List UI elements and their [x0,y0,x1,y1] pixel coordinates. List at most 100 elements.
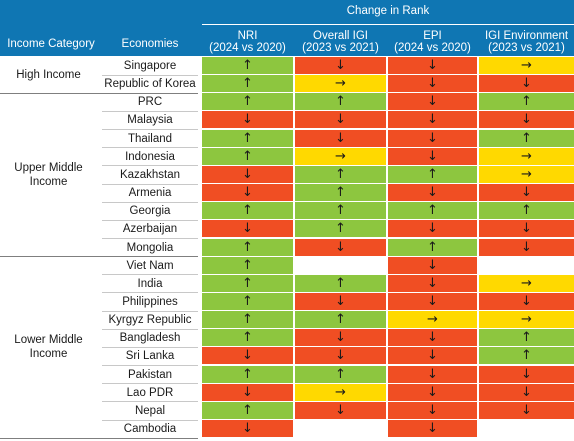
rank-change-cell: → [295,75,386,93]
header-group-rule [202,24,574,25]
rank-change-cell: ↓ [479,383,574,401]
economy-name: Republic of Korea [104,78,196,91]
header-group-label: Change in Rank [346,5,430,17]
row-divider [102,183,198,185]
rank-change-cell: → [479,311,574,329]
rank-change-cell: → [295,383,386,401]
rank-change-cell: ↑ [202,75,293,93]
rank-change-cell: ↓ [295,347,386,365]
income-category-label: High Income [16,69,81,82]
rank-change-cell: ↑ [479,202,574,220]
rank-change-cell: ↑ [202,256,293,274]
rank-change-cell: ↑ [295,184,386,202]
rank-change-cell: ↓ [388,401,477,419]
rank-change-cell: ↑ [295,274,386,292]
rank-change-cell: → [479,274,574,292]
row-divider [102,419,198,421]
rank-change-cell: ↓ [202,165,293,183]
rank-change-cell: ↓ [388,111,477,129]
row-divider [102,219,198,221]
rank-change-cell: ↑ [295,365,386,383]
economy-name: Indonesia [125,150,175,163]
rank-change-cell: ↑ [202,129,293,147]
header-economies: Economies [121,38,179,50]
rank-change-cell: ↓ [202,184,293,202]
row-divider [102,401,198,403]
rank-change-cell: ↓ [295,329,386,347]
economy-name: India [137,277,163,290]
economy-name: Pakistan [127,368,173,381]
header-metric-name: Overall IGI [313,30,368,42]
rank-change-cell: ↓ [295,111,386,129]
group-divider [0,256,198,258]
rank-change-cell: ↓ [388,329,477,347]
rank-change-cell: ↓ [295,129,386,147]
row-divider [102,74,198,76]
row-divider [102,201,198,203]
economy-name: PRC [137,96,163,109]
header-metric-period: (2024 vs 2020) [209,42,286,54]
economy-name: Lao PDR [126,386,174,399]
header-metric-period: (2024 vs 2020) [394,42,471,54]
rank-change-cell [295,420,386,437]
header-metric-name: NRI [237,30,258,42]
header-metric-name: IGI Environment [484,30,569,42]
rank-change-cell: ↓ [479,292,574,310]
rank-change-cell: ↑ [479,93,574,111]
rank-change-cell: ↑ [295,202,386,220]
row-divider [102,274,198,276]
table-header [0,0,574,56]
row-divider [102,110,198,112]
rank-change-cell: ↓ [388,420,477,437]
rank-change-cell: ↓ [479,111,574,129]
rank-change-cell: ↓ [388,365,477,383]
rank-change-cell: ↓ [479,401,574,419]
header-metric-period: (2023 vs 2021) [302,42,379,54]
rank-change-cell: ↑ [202,292,293,310]
rank-change-cell: ↓ [388,383,477,401]
rank-change-cell: → [295,147,386,165]
row-divider [102,129,198,131]
rank-change-cell: ↑ [295,93,386,111]
rank-change-cell: ↑ [202,202,293,220]
income-category-label: Upper Middle Income [14,161,83,188]
rank-change-cell: ↓ [388,274,477,292]
economy-name: Thailand [127,132,173,145]
economy-name: Mongolia [126,241,174,254]
rank-change-cell: ↑ [388,238,477,256]
rank-change-cell: ↓ [388,292,477,310]
economy-name: Viet Nam [126,259,174,272]
rank-change-cell: ↓ [479,365,574,383]
rank-change-cell: ↑ [202,365,293,383]
rank-change-cell: ↓ [295,292,386,310]
income-category-label: Lower Middle Income [14,334,83,361]
rank-change-cell: ↓ [202,111,293,129]
rank-change-cell: → [479,147,574,165]
row-divider [102,346,198,348]
rank-change-cell: → [479,165,574,183]
group-divider [0,92,198,94]
rank-change-cell: ↓ [479,75,574,93]
rank-change-cell: ↑ [388,165,477,183]
economy-name: Bangladesh [119,332,181,345]
economy-name: Singapore [123,60,177,72]
header-income-category: Income Category [7,38,95,50]
rank-change-cell [295,256,386,274]
row-divider [102,165,198,167]
economy-name: Kazakhstan [119,168,181,181]
rank-change-cell: ↑ [202,329,293,347]
rank-change-cell: ↓ [479,238,574,256]
row-divider [102,147,198,149]
rank-change-cell: ↓ [388,75,477,93]
rank-change-cell: ↓ [202,347,293,365]
rank-change-cell: ↓ [202,383,293,401]
rank-change-cell: ↓ [388,220,477,238]
row-divider [102,310,198,312]
rank-change-cell: ↓ [388,129,477,147]
row-divider [102,238,198,239]
rank-change-cell [479,420,574,437]
rank-change-cell: → [388,311,477,329]
rank-change-cell: ↑ [479,347,574,365]
rank-change-cell: ↑ [202,311,293,329]
